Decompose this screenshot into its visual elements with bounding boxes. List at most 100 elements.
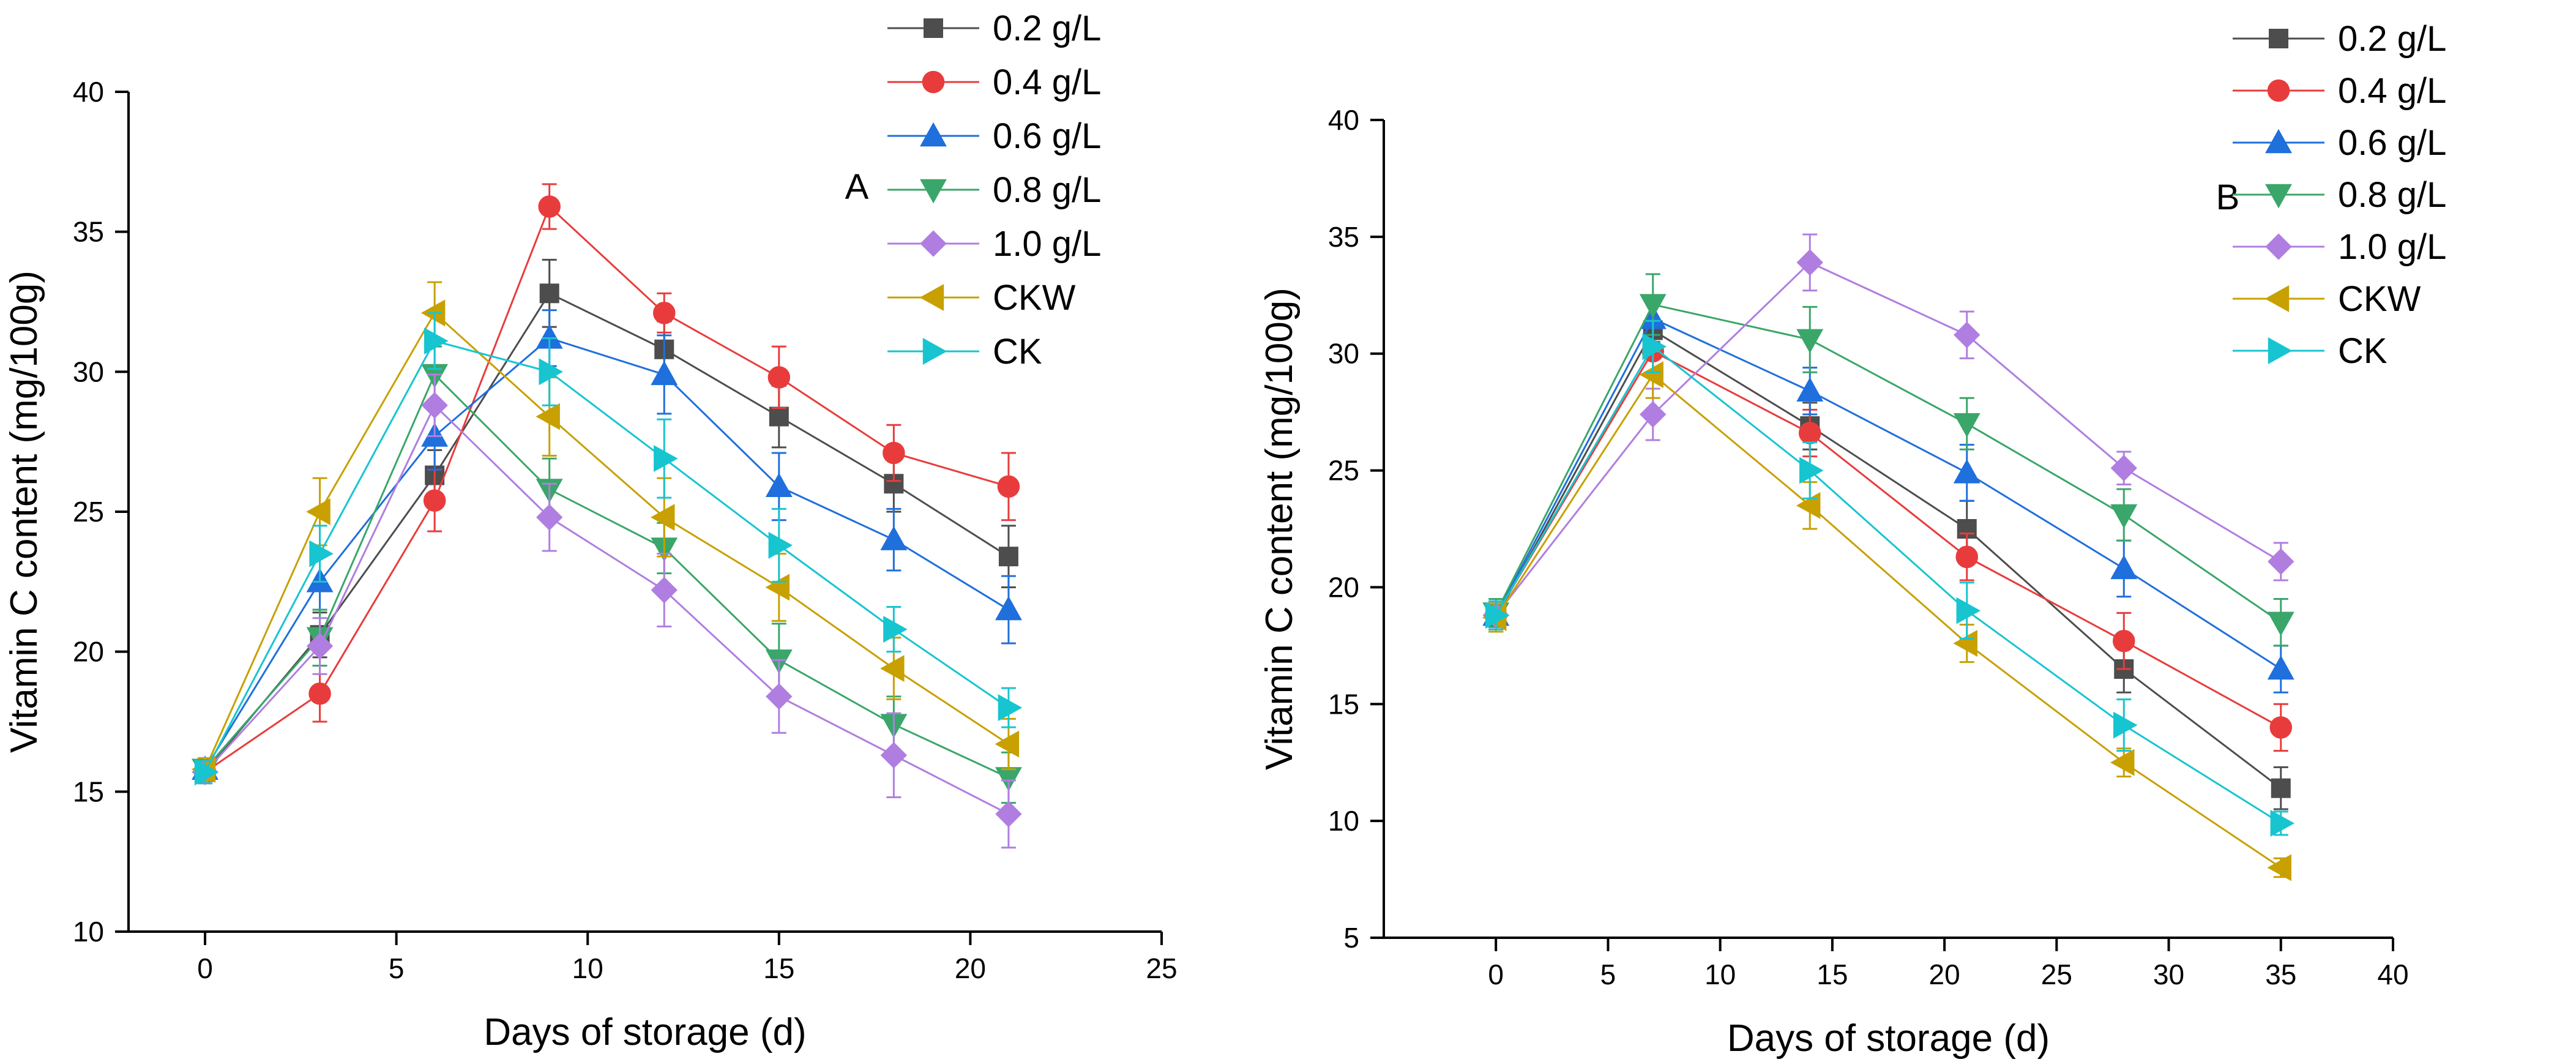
data-point	[2113, 711, 2138, 739]
x-tick-label: 30	[2153, 959, 2184, 990]
series-line	[1495, 261, 2282, 616]
y-tick-label: 35	[1328, 221, 1359, 253]
x-tick-label: 5	[1600, 959, 1616, 990]
data-point	[1799, 457, 1824, 484]
y-tick-label: 5	[1343, 922, 1359, 954]
legend-label: CK	[993, 332, 1042, 372]
legend-label: 0.4 g/L	[2338, 71, 2446, 111]
legend-label: CK	[2338, 331, 2387, 371]
legend-marker	[2265, 184, 2292, 209]
y-tick-label: 25	[1328, 455, 1359, 487]
series-line	[204, 403, 1009, 815]
y-tick-label: 25	[73, 496, 104, 528]
legend-label: 0.6 g/L	[993, 116, 1101, 156]
data-point	[539, 358, 564, 386]
data-point	[880, 655, 905, 682]
data-point	[2268, 548, 2294, 575]
data-point	[765, 473, 793, 498]
legend-label: 0.2 g/L	[2338, 19, 2446, 59]
data-point	[1953, 413, 1981, 438]
x-tick-label: 10	[572, 952, 603, 984]
legend-marker	[922, 338, 947, 365]
y-axis-title: Vitamin C content (mg/100g)	[3, 271, 45, 753]
data-point	[1953, 459, 1981, 484]
y-tick-label: 30	[73, 356, 104, 387]
legend: 0.2 g/L 0.4 g/L 0.6 g/L 0.8 g/L 1.0 g/L CKW CK	[2233, 19, 2446, 371]
y-tick-label: 30	[1328, 338, 1359, 370]
y-tick-label: 10	[73, 916, 104, 948]
x-tick-label: 35	[2265, 959, 2296, 990]
x-tick-label: 20	[955, 952, 986, 984]
data-point	[2267, 655, 2294, 680]
data-point	[653, 302, 676, 324]
legend-marker	[919, 284, 944, 311]
data-point	[998, 547, 1018, 567]
data-point	[539, 283, 559, 304]
x-tick-label: 25	[1146, 952, 1177, 984]
legend: 0.2 g/L 0.4 g/L 0.6 g/L 0.8 g/L 1.0 g/L CKW CK	[887, 9, 1101, 372]
data-point	[2267, 854, 2291, 881]
data-point	[1642, 333, 1667, 361]
data-point	[2110, 749, 2135, 776]
data-point	[424, 327, 449, 354]
data-point	[309, 540, 334, 567]
data-point	[765, 574, 790, 601]
panel-label: A	[845, 167, 869, 207]
y-tick-label: 40	[73, 76, 104, 108]
data-point	[538, 195, 561, 218]
series-line	[1495, 345, 2282, 825]
data-point	[650, 504, 675, 531]
x-tick-label: 25	[2041, 959, 2072, 990]
legend-label: 1.0 g/L	[2338, 227, 2446, 267]
panel-label: B	[2216, 178, 2240, 217]
chart-panel-b: 0 5 10 15 20 25 30 35 40 5 10 15 20 25 30 35 40 Days of s…	[1258, 19, 2446, 1060]
data-point	[2110, 504, 2138, 529]
data-point	[536, 504, 563, 531]
x-tick-label: 0	[197, 952, 213, 984]
data-point	[997, 475, 1020, 498]
data-point	[995, 801, 1022, 828]
series-0-2-g-l	[1486, 301, 2291, 810]
legend-marker	[2269, 29, 2288, 48]
data-point	[995, 596, 1022, 621]
data-point	[1956, 597, 1981, 624]
data-point	[1796, 377, 1824, 402]
data-point	[1485, 602, 1510, 629]
data-point	[654, 445, 678, 473]
series-line	[204, 292, 1009, 773]
y-tick-label: 15	[73, 776, 104, 807]
data-point	[308, 682, 331, 705]
series-ck	[194, 312, 1023, 786]
data-point	[1796, 329, 1824, 354]
legend-label: 0.2 g/L	[993, 9, 1101, 48]
series-1-0-g-l	[1482, 233, 2294, 630]
series-0-8-g-l	[1482, 273, 2294, 647]
legend-marker	[2267, 79, 2290, 102]
data-point	[880, 526, 908, 550]
legend-label: 0.6 g/L	[2338, 123, 2446, 163]
y-tick-label: 10	[1328, 805, 1359, 837]
data-point	[767, 366, 791, 389]
legend-marker	[924, 18, 943, 38]
data-point	[768, 531, 793, 559]
x-tick-label: 0	[1488, 959, 1504, 990]
x-tick-label: 10	[1704, 959, 1736, 990]
series-line	[1495, 329, 2282, 789]
data-point	[883, 441, 905, 465]
x-tick-label: 5	[389, 952, 405, 984]
series-line	[204, 337, 1009, 770]
data-point	[995, 730, 1020, 758]
data-point	[766, 683, 793, 710]
y-tick-label: 20	[1328, 571, 1359, 603]
data-point	[1640, 401, 1667, 428]
legend-label: CKW	[993, 278, 1076, 318]
data-point	[1639, 361, 1663, 389]
data-point	[536, 403, 560, 430]
legend-marker	[920, 179, 947, 204]
legend-label: 0.8 g/L	[2338, 175, 2446, 215]
legend-marker	[2265, 129, 2292, 154]
data-point	[880, 742, 908, 769]
series-line	[1495, 317, 2282, 670]
data-point	[423, 489, 446, 512]
